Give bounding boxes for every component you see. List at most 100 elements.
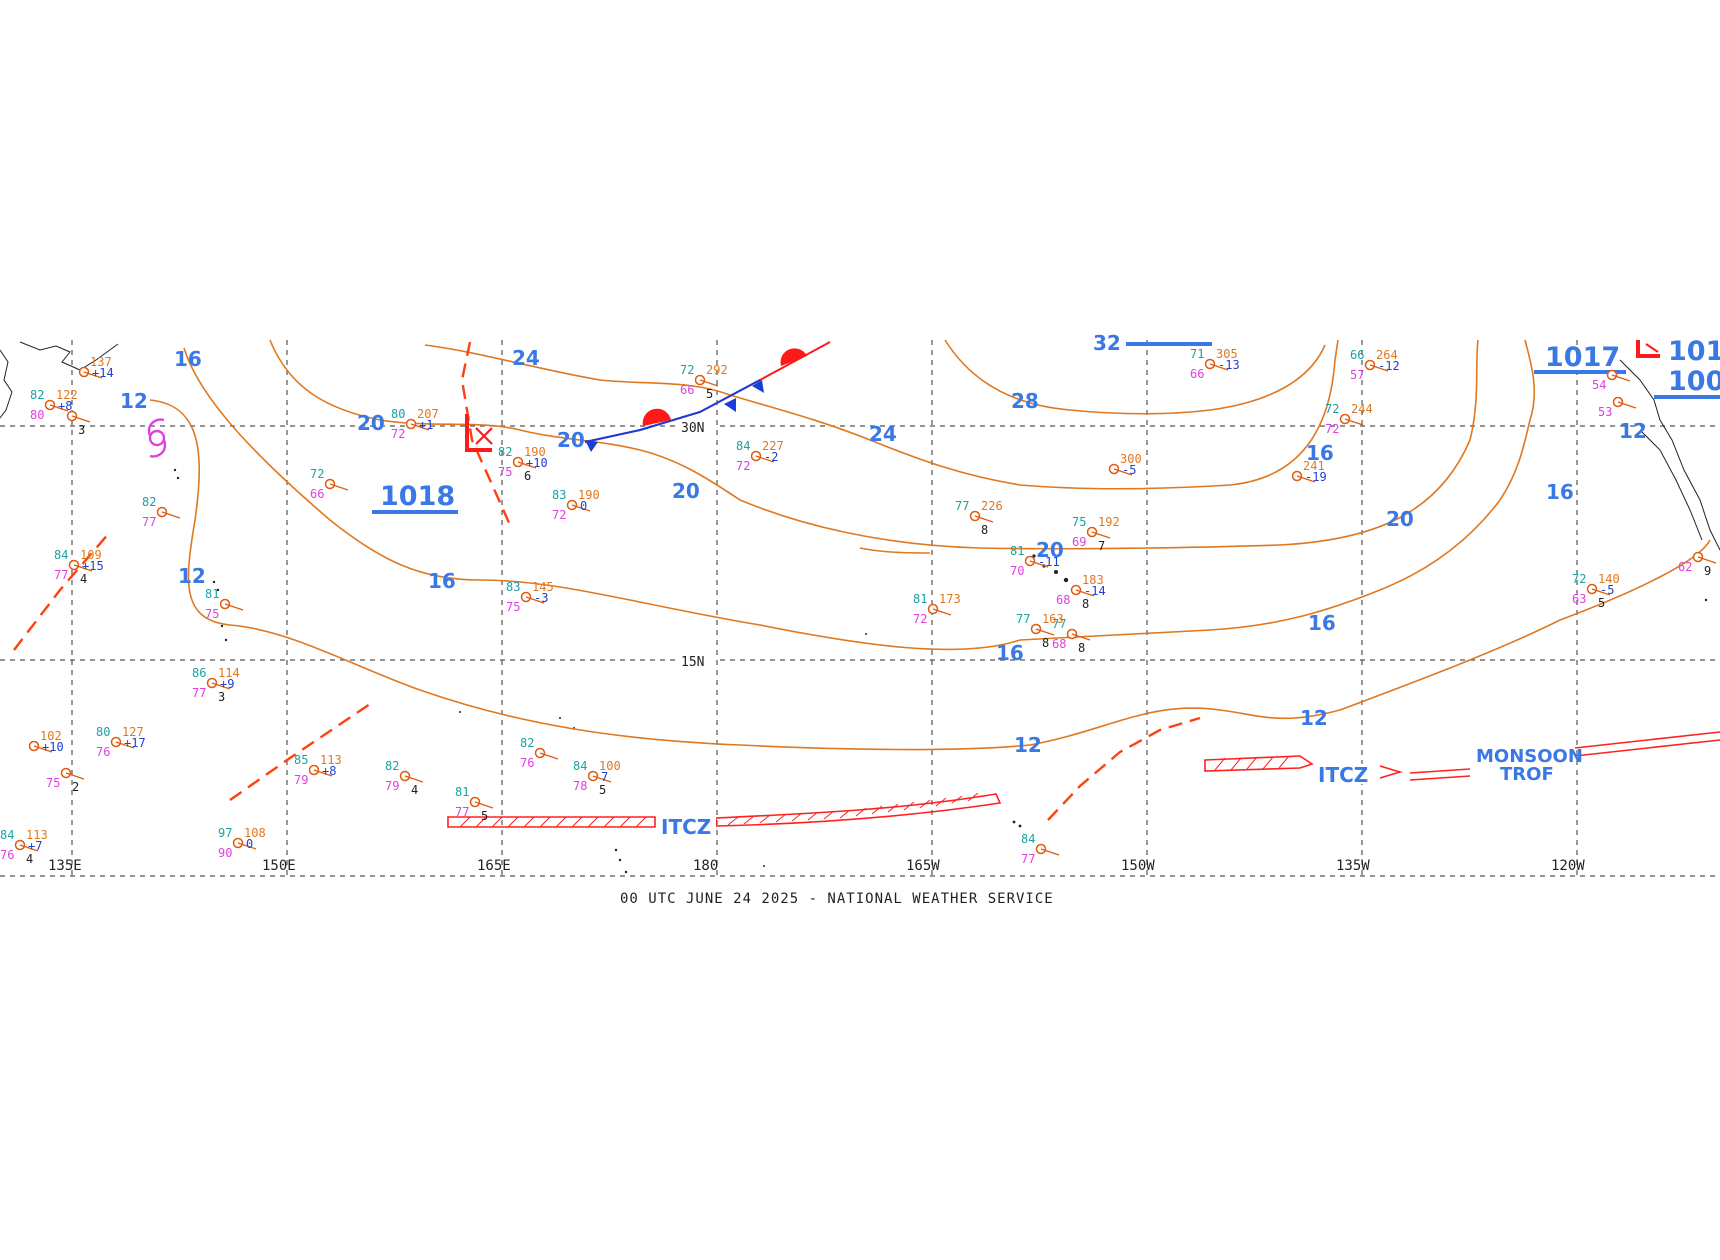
isobar-label: 20 [1036, 538, 1064, 562]
station-tendency: 0 [580, 499, 587, 513]
station-dewpoint: 75 [498, 465, 512, 479]
station-pressure: 173 [939, 592, 961, 606]
station-pressure: 226 [981, 499, 1003, 513]
station-dewpoint: 76 [0, 848, 14, 862]
wind-barb-icon [404, 775, 424, 783]
station-dewpoint: 72 [736, 459, 750, 473]
station-dewpoint: 53 [1598, 405, 1612, 419]
monsoon-trough-label: TROF [1500, 764, 1554, 785]
station-pressure: 114 [218, 666, 240, 680]
pressure-edge-labels: 101 100 [1126, 336, 1720, 399]
pressure-center-value: 100 [1668, 366, 1720, 397]
station-temperature: 77 [955, 499, 969, 513]
station-value: 8 [1042, 636, 1049, 650]
isobar-label: 20 [557, 428, 585, 452]
wind-barb-icon [1113, 468, 1133, 476]
station-temperature: 71 [1190, 347, 1204, 361]
itcz-label: ITCZ [661, 815, 711, 839]
station-temperature: 83 [506, 580, 520, 594]
islands [173, 468, 1708, 874]
wind-barb-icon [1040, 848, 1060, 856]
station-temperature: 81 [1010, 544, 1024, 558]
wind-barb-icon [161, 511, 181, 519]
station-pressure: 292 [706, 363, 728, 377]
station-value: 6 [524, 469, 531, 483]
wind-barb-icon [1075, 589, 1095, 597]
station-dewpoint: 77 [54, 568, 68, 582]
wind-barb-icon [1697, 556, 1717, 564]
isobar-labels: 16 12 24 20 20 20 24 28 32 12 16 20 16 1… [120, 331, 1647, 757]
wind-barb-icon [525, 596, 545, 604]
station-value: 8 [1078, 641, 1085, 655]
station-value: 5 [481, 809, 488, 823]
station-dewpoint: 79 [294, 773, 308, 787]
station-temperature: 84 [1021, 832, 1035, 846]
isobar-label: 20 [357, 411, 385, 435]
isobar-label: 16 [428, 569, 456, 593]
isobar-label: 20 [672, 479, 700, 503]
station-temperature: 97 [218, 826, 232, 840]
station-dewpoint: 77 [1021, 852, 1035, 866]
station-temperature: 75 [1072, 515, 1086, 529]
itcz-label: ITCZ [1318, 763, 1368, 787]
isobar-label: 32 [1093, 331, 1121, 355]
wind-barb-icon [19, 844, 39, 852]
isobar-label: 16 [174, 347, 202, 371]
station-dewpoint: 57 [1350, 368, 1364, 382]
lon-label-165w: 165W [906, 858, 940, 874]
isobar-label: 12 [1619, 419, 1647, 443]
station-pressure: 100 [599, 759, 621, 773]
wind-barb-icon [1617, 401, 1637, 409]
wind-barb-icon [65, 772, 85, 780]
warm-front-lobe [642, 408, 671, 426]
station-tendency: +8 [322, 764, 336, 778]
isobar-label: 20 [1386, 507, 1414, 531]
station-pressure: 113 [26, 828, 48, 842]
lat-label-15n: 15N [681, 655, 704, 670]
station-value: 5 [1598, 596, 1605, 610]
station-dewpoint: 66 [680, 383, 694, 397]
wind-barb-icon [1029, 560, 1049, 568]
lat-label-30n: 30N [681, 421, 704, 436]
wind-barb-icon [71, 415, 91, 423]
wind-barb-icon [83, 371, 103, 379]
station-dewpoint: 72 [391, 427, 405, 441]
wind-barb-icon [571, 504, 591, 512]
station-tendency: 7 [601, 770, 608, 784]
station-temperature: 81 [913, 592, 927, 606]
station-pressure: 145 [532, 580, 554, 594]
isobar-label: 16 [1308, 611, 1336, 635]
wind-barb-icon [224, 603, 244, 611]
lon-label-135w: 135W [1336, 858, 1370, 874]
wind-barb-icon [410, 423, 430, 431]
isobar-label: 12 [1300, 706, 1328, 730]
high-pressure-1017: 1017 [1534, 342, 1626, 374]
station-dewpoint: 76 [96, 745, 110, 759]
station-tendency: -14 [1084, 584, 1106, 598]
station-temperature: 82 [142, 495, 156, 509]
high-pressure-1018: 1018 [372, 481, 458, 514]
lon-label-120w: 120W [1551, 858, 1585, 874]
station-temperature: 80 [391, 407, 405, 421]
station-tendency: +15 [82, 559, 104, 573]
station-dewpoint: 80 [30, 408, 44, 422]
station-pressure: 227 [762, 439, 784, 453]
station-temperature: 72 [1325, 402, 1339, 416]
station-dewpoint: 75 [46, 776, 60, 790]
station-dewpoint: 75 [506, 600, 520, 614]
station-temperature: 84 [736, 439, 750, 453]
station-tendency: +8 [58, 399, 72, 413]
wind-barb-icon [33, 745, 53, 753]
wind-barb-icon [211, 682, 231, 690]
wind-barb-icon [329, 483, 349, 491]
station-temperature: 72 [1572, 572, 1586, 586]
wind-barb-icon [73, 564, 93, 572]
station-dewpoint: 75 [205, 607, 219, 621]
station-tendency: -13 [1218, 358, 1240, 372]
wind-barb-icon [974, 515, 994, 523]
lon-label-150w: 150W [1121, 858, 1155, 874]
station-temperature: 82 [498, 445, 512, 459]
station-temperature: 85 [294, 753, 308, 767]
cold-front-barb [752, 380, 764, 393]
